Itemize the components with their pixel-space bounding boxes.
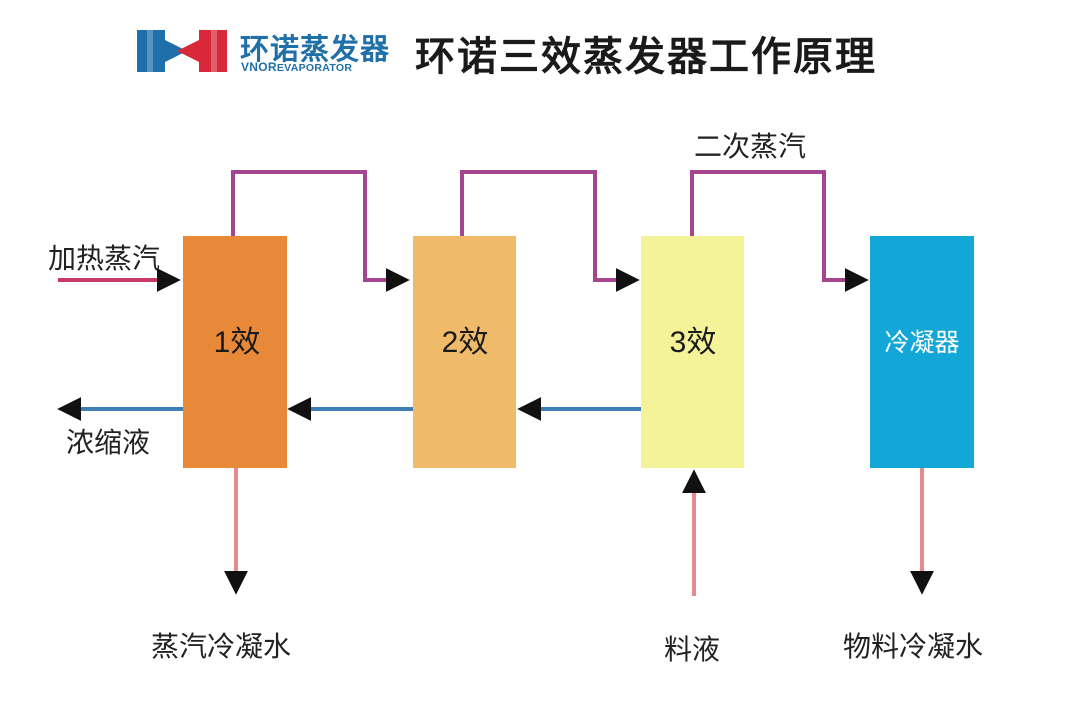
logo-icon	[137, 30, 227, 72]
steam-line-2-to-3	[460, 170, 640, 292]
brand-name-en-rest: EVAPORATOR	[276, 62, 353, 74]
condenser-label: 冷凝器	[884, 328, 959, 357]
concentrate-label: 浓缩液	[66, 426, 150, 459]
effect-1-label: 1效	[214, 326, 261, 359]
steam-condensate-label: 蒸汽冷凝水	[151, 630, 291, 663]
heating-steam-label: 加热蒸汽	[48, 242, 160, 275]
effect-2-box	[413, 236, 516, 468]
effect-2-label: 2效	[442, 326, 489, 359]
steam-line-3-to-condenser	[690, 170, 869, 292]
secondary-steam-label: 二次蒸汽	[694, 130, 806, 163]
steam-line-1-to-2	[231, 170, 410, 292]
feed-liquid-label: 料液	[664, 633, 720, 666]
material-condensate-label: 物料冷凝水	[843, 630, 983, 663]
effect-1-box	[183, 236, 287, 468]
condenser-box	[870, 236, 974, 468]
effect-3-box	[641, 236, 744, 468]
effect-3-label: 3效	[670, 326, 717, 359]
brand-name-cn: 环诺蒸发器	[240, 32, 391, 66]
brand-name-en-strong: VNOR	[241, 60, 277, 74]
page-title: 环诺三效蒸发器工作原理	[415, 33, 877, 80]
brand-name-en: VNOREVAPORATOR	[241, 60, 352, 74]
